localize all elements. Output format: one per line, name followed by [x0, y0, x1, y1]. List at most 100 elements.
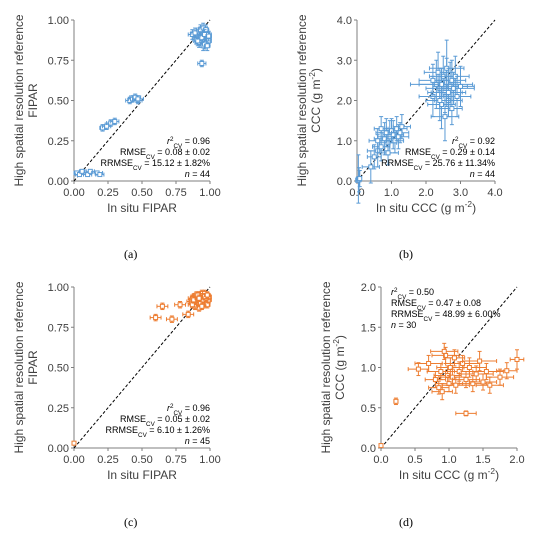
stats-line: n = 44: [470, 169, 495, 179]
point-marker: [378, 443, 384, 449]
x-tick-label: 0.25: [97, 454, 118, 466]
point-marker: [442, 114, 448, 120]
point-marker: [192, 30, 198, 36]
data-point: [425, 79, 455, 122]
y-tick-label: 1.5: [361, 322, 376, 334]
point-marker: [375, 138, 381, 144]
data-point: [377, 140, 399, 166]
data-point: [95, 172, 105, 178]
x-axis-title: In situ CCC (g m-2): [376, 199, 476, 215]
point-marker: [199, 60, 205, 66]
x-tick-label: 0.50: [131, 454, 152, 466]
y-tick-label: 0.0: [337, 176, 352, 188]
y-tick-label: 1.0: [361, 363, 376, 375]
point-marker: [453, 382, 459, 388]
y-axis-title-line: High spatial resolution reference: [295, 14, 309, 186]
x-tick-label: 3.0: [453, 187, 468, 199]
point-marker: [487, 382, 493, 388]
point-marker: [153, 315, 159, 321]
data-point: [204, 291, 211, 299]
data-point: [451, 371, 481, 389]
point-marker: [458, 83, 463, 89]
stats-line: n = 44: [185, 169, 210, 179]
point-marker: [432, 377, 438, 383]
point-marker: [204, 292, 210, 298]
point-marker: [206, 33, 212, 39]
data-point: [430, 91, 460, 142]
data-point: [205, 30, 212, 42]
y-axis-title-line: CCC (g m-2): [307, 68, 323, 133]
point-marker: [480, 379, 486, 385]
y-tick-label: 0.00: [48, 443, 69, 455]
y-tick-label: 0.25: [48, 136, 69, 148]
point-marker: [85, 172, 91, 178]
data-point: [110, 117, 120, 126]
data-point: [197, 59, 207, 68]
point-marker: [435, 69, 441, 75]
y-tick-label: 0.25: [48, 403, 69, 415]
point-marker: [204, 43, 210, 49]
point-marker: [454, 93, 460, 99]
data-point: [149, 313, 162, 322]
point-marker: [393, 398, 399, 404]
data-point: [194, 294, 204, 302]
x-tick-label: 1.0: [384, 187, 399, 199]
stats-line: n = 30: [391, 320, 416, 330]
data-point: [156, 302, 169, 311]
data-point: [85, 168, 95, 174]
data-point: [485, 368, 515, 386]
x-tick-label: 0.00: [63, 187, 84, 199]
point-marker: [415, 366, 421, 372]
data-point: [446, 65, 475, 108]
point-marker: [430, 77, 436, 83]
y-tick-label: 2.0: [361, 282, 376, 294]
data-point: [378, 443, 384, 449]
y-tick-label: 1.00: [48, 15, 69, 27]
point-marker: [169, 316, 175, 322]
data-point: [357, 170, 363, 188]
y-tick-label: 1.0: [337, 136, 352, 148]
data-point: [204, 40, 211, 52]
data-point: [393, 397, 399, 406]
data-point: [441, 91, 463, 126]
stats-line: r2CV = 0.96: [167, 403, 210, 417]
data-point: [71, 440, 77, 446]
panel-label-b: (b): [399, 247, 413, 261]
y-tick-label: 0.75: [48, 55, 69, 67]
point-marker: [112, 118, 118, 124]
point-marker: [79, 168, 85, 174]
point-marker: [445, 89, 451, 95]
point-marker: [426, 360, 432, 366]
y-tick-label: 0.50: [48, 363, 69, 375]
stats-line: n = 45: [185, 436, 210, 446]
point-marker: [473, 371, 479, 377]
point-marker: [438, 369, 444, 375]
y-axis-title-line: High spatial resolution reference: [12, 281, 26, 453]
point-marker: [449, 106, 455, 112]
data-point: [430, 67, 467, 118]
point-marker: [185, 311, 191, 317]
y-tick-label: 1.00: [48, 282, 69, 294]
data-point: [392, 114, 411, 140]
point-marker: [159, 303, 165, 309]
point-marker: [135, 96, 141, 102]
x-axis-title: In situ CCC (g m-2): [399, 466, 499, 482]
point-marker: [378, 126, 384, 132]
y-tick-label: 0.75: [48, 322, 69, 334]
data-point: [423, 51, 453, 93]
chart-panel-c: 0.00 0.25 0.50 0.75 1.00 0.00 0.25 0.50 0.75 1.00…: [12, 281, 221, 482]
data-point: [455, 410, 477, 417]
x-tick-label: 0.0: [349, 187, 364, 199]
point-marker: [497, 374, 503, 380]
x-tick-label: 0.75: [165, 187, 186, 199]
y-tick-label: 0.50: [48, 96, 69, 108]
y-axis-title-line: High spatial resolution reference: [319, 281, 333, 453]
data-point: [174, 300, 187, 309]
data-point: [131, 95, 144, 103]
point-marker: [439, 389, 445, 395]
x-axis-title: In situ FIPAR: [107, 468, 177, 482]
point-marker: [477, 358, 483, 364]
stats-line: r2CV = 0.96: [167, 136, 210, 150]
data-point: [409, 67, 474, 101]
